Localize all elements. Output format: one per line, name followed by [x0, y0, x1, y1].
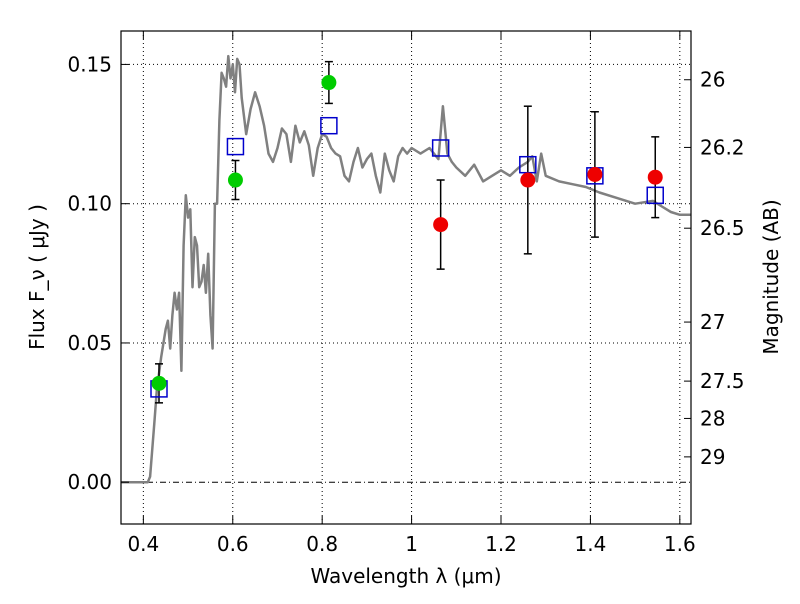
red-data-point — [520, 172, 536, 188]
red-data-point — [433, 217, 449, 233]
y-axis-label: Flux F_ν ( μJy ) — [25, 204, 49, 350]
y-ticks: 0.00 0.05 0.10 0.15 — [67, 52, 129, 494]
y-tick-label: 0.10 — [67, 192, 112, 216]
mag-tick-label: 26.2 — [700, 135, 745, 159]
model-square-marker — [320, 116, 338, 135]
green-data-point — [151, 375, 167, 391]
mag-tick-label: 28 — [700, 406, 725, 430]
grid-lines — [121, 31, 691, 524]
x-tick-label: 0.4 — [127, 532, 159, 556]
y-tick-label: 0.00 — [67, 470, 112, 494]
x-tick-label: 1.6 — [664, 532, 696, 556]
mag-tick-label: 26.5 — [700, 216, 745, 240]
mag-tick-label: 27.5 — [700, 369, 745, 393]
x-tick-label: 1.4 — [575, 532, 607, 556]
plot-frame — [120, 30, 692, 525]
spectrum-line — [121, 54, 691, 484]
green-data-point — [227, 172, 243, 188]
x-tick-label: 0.6 — [217, 532, 249, 556]
error-bars — [155, 60, 660, 404]
x-tick-label: 1.2 — [485, 532, 517, 556]
model-spectrum — [121, 54, 691, 484]
plot-background — [121, 31, 691, 524]
x-axis-label: Wavelength λ (μm) — [310, 564, 501, 588]
y-tick-label: 0.15 — [67, 52, 112, 76]
model-square-marker — [646, 186, 664, 205]
x-ticks: 0.4 0.6 0.8 1 1.2 1.4 1.6 — [127, 31, 696, 556]
model-square-marker — [226, 137, 245, 156]
red-data-point — [647, 169, 663, 185]
y2-axis-label: Magnitude (AB) — [759, 199, 783, 354]
y-tick-label: 0.05 — [67, 331, 112, 355]
red-data-point — [587, 166, 603, 182]
mag-tick-label: 27 — [700, 310, 725, 334]
model-square-marker — [431, 139, 450, 157]
mag-tick-label: 26 — [700, 68, 725, 92]
x-tick-label: 0.8 — [306, 532, 338, 556]
magnitude-ticks: 26 26.2 26.5 27 27.5 28 29 — [684, 68, 745, 469]
data-markers — [150, 75, 664, 398]
green-data-point — [321, 75, 337, 91]
mag-tick-label: 29 — [700, 445, 725, 469]
x-tick-label: 1 — [405, 532, 418, 556]
